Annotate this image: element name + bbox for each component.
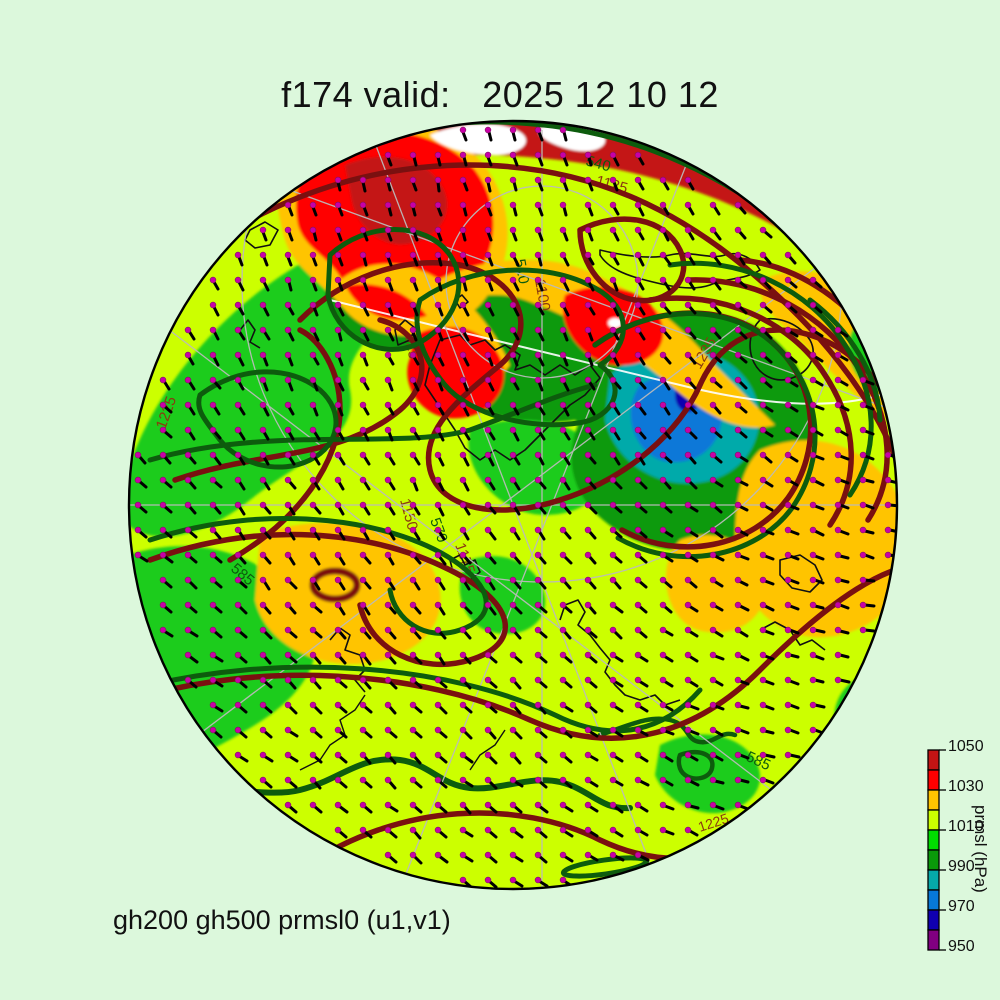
svg-text:580: 580 [643, 864, 669, 883]
